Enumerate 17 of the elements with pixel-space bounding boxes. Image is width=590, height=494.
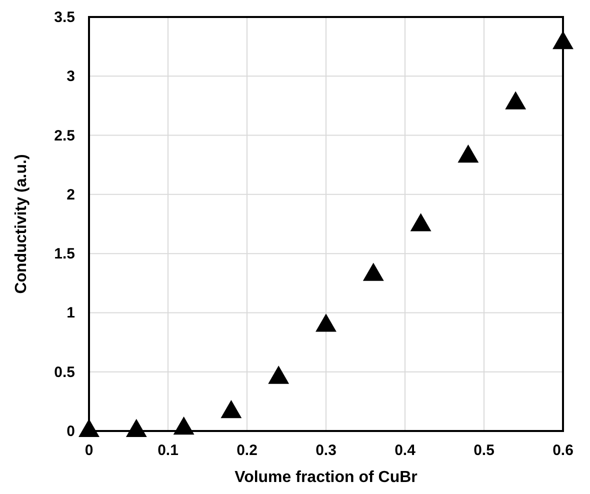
y-axis-title: Conductivity (a.u.) xyxy=(13,154,30,294)
y-tick-label: 2 xyxy=(66,186,75,204)
x-tick-label: 0.3 xyxy=(316,442,336,459)
y-tick-label: 1 xyxy=(66,304,75,322)
y-tick-label: 3 xyxy=(66,68,75,86)
y-tick-label: 1.5 xyxy=(54,246,75,263)
x-tick-label: 0 xyxy=(84,442,94,459)
x-tick-label: 0.1 xyxy=(158,442,178,459)
y-tick-label: 0 xyxy=(66,423,75,440)
x-axis-title: Volume fraction of CuBr xyxy=(234,469,418,486)
x-tick-label: 0.4 xyxy=(394,442,416,459)
y-tick-label: 3.5 xyxy=(54,9,75,26)
x-tick-label: 0.2 xyxy=(236,442,258,459)
x-tick-label: 0.5 xyxy=(474,442,494,459)
x-tick-label: 0.6 xyxy=(552,442,574,459)
y-tick-label: 0.5 xyxy=(54,364,75,381)
y-tick-label: 2.5 xyxy=(54,127,75,144)
